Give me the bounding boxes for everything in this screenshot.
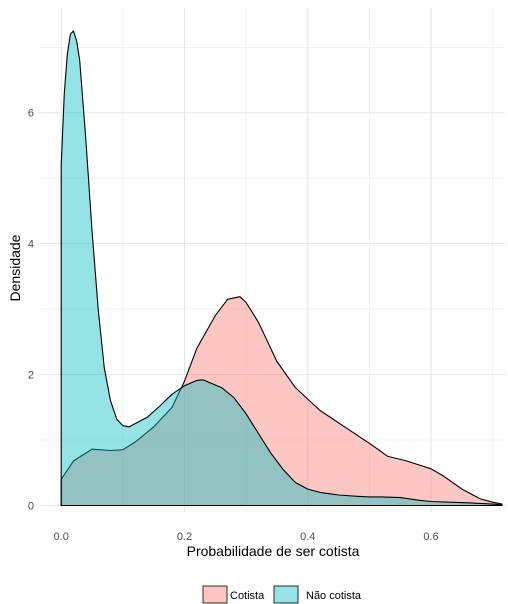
density-area-cotista — [60, 296, 503, 507]
density-area-nao-cotista — [60, 30, 503, 507]
density-areas — [60, 30, 503, 507]
legend-label-nao-cotista: Não cotista — [306, 590, 362, 602]
y-tick-label: 4 — [28, 239, 34, 251]
x-tick-label: 0.4 — [300, 531, 315, 543]
legend-key-cotista — [202, 585, 228, 604]
legend-label-cotista: Cotista — [230, 590, 265, 602]
y-tick-label: 0 — [28, 500, 34, 512]
x-tick-label: 0.0 — [54, 531, 69, 543]
x-tick-label: 0.6 — [423, 531, 438, 543]
legend: Cotista Não cotista — [202, 585, 362, 604]
x-axis-title: Probabilidade de ser cotista — [187, 543, 360, 559]
y-tick-label: 2 — [28, 370, 34, 382]
x-tick-label: 0.2 — [177, 531, 192, 543]
legend-key-nao-cotista — [273, 585, 299, 604]
y-axis-title: Densidade — [7, 234, 23, 301]
x-axis-ticks: 0.0 0.2 0.4 0.6 — [54, 531, 439, 543]
y-axis-ticks: 0 2 4 6 — [28, 108, 34, 513]
y-tick-label: 6 — [28, 108, 34, 120]
